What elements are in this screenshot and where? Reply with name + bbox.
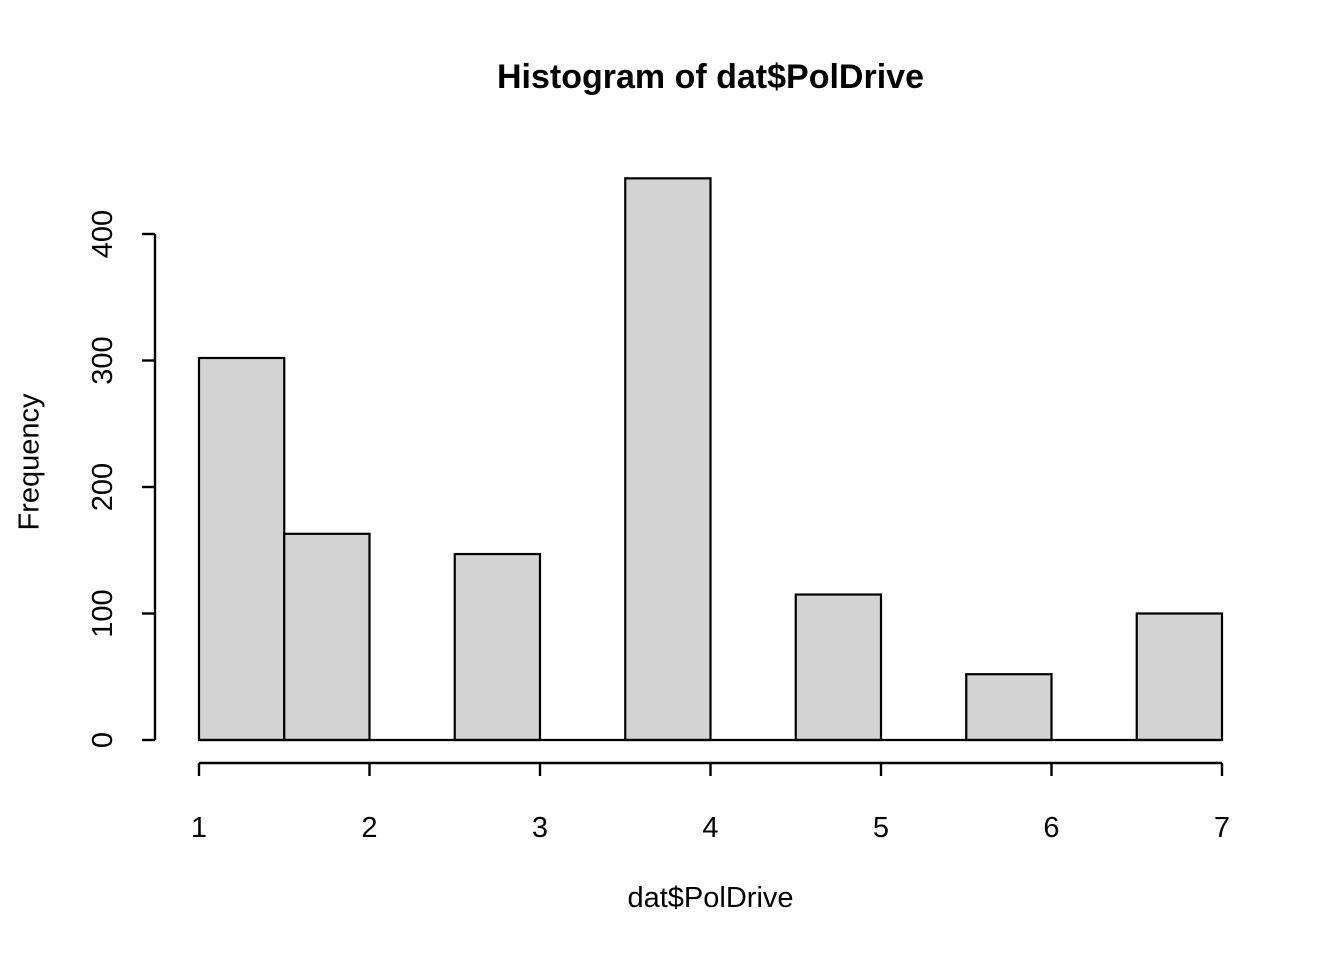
histogram-bar: [283, 532, 371, 742]
histogram-bar: [1135, 612, 1224, 742]
y-tick-label: 0: [87, 732, 119, 748]
x-tick-label: 3: [532, 812, 548, 844]
histogram-bar: [453, 552, 542, 742]
x-tick-label: 2: [361, 812, 377, 844]
y-tick-label: 200: [87, 463, 119, 511]
y-tick-label: 300: [87, 336, 119, 384]
chart-title: Histogram of dat$PolDrive: [497, 58, 924, 96]
x-axis-label: dat$PolDrive: [627, 882, 794, 914]
histogram-bar: [624, 177, 712, 742]
histogram-bar: [794, 593, 883, 742]
x-tick-label: 5: [873, 812, 889, 844]
y-tick-label: 400: [87, 210, 119, 258]
x-tick-label: 7: [1214, 812, 1230, 844]
y-tick-label: 100: [87, 589, 119, 637]
x-tick-label: 6: [1043, 812, 1059, 844]
histogram-bar: [965, 673, 1053, 742]
histogram-bar: [197, 356, 286, 742]
x-tick-label: 4: [702, 812, 718, 844]
y-axis-label: Frequency: [13, 393, 46, 531]
x-tick-label: 1: [191, 812, 207, 844]
